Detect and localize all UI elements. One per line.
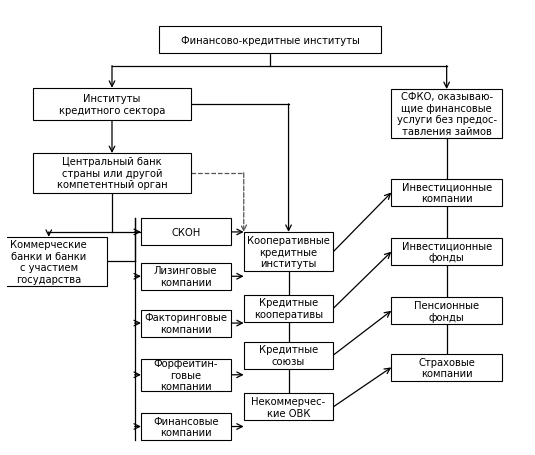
FancyBboxPatch shape (141, 413, 231, 440)
FancyBboxPatch shape (391, 354, 502, 381)
FancyBboxPatch shape (391, 298, 502, 324)
Text: Форфейтин-
говые
компании: Форфейтин- говые компании (154, 359, 218, 392)
Text: Инвестиционные
компании: Инвестиционные компании (402, 182, 492, 204)
FancyBboxPatch shape (244, 233, 333, 272)
FancyBboxPatch shape (391, 238, 502, 266)
Text: Центральный банк
страны или другой
компетентный орган: Центральный банк страны или другой компе… (57, 157, 167, 190)
FancyBboxPatch shape (141, 359, 231, 391)
FancyBboxPatch shape (0, 238, 106, 287)
Text: Институты
кредитного сектора: Институты кредитного сектора (59, 94, 165, 116)
Text: Некоммерчес-
кие ОВК: Некоммерчес- кие ОВК (251, 396, 326, 418)
Text: Кредитные
кооперативы: Кредитные кооперативы (254, 298, 323, 319)
Text: Инвестиционные
фонды: Инвестиционные фонды (402, 241, 492, 263)
FancyBboxPatch shape (141, 310, 231, 337)
FancyBboxPatch shape (33, 154, 191, 193)
FancyBboxPatch shape (244, 394, 333, 420)
Text: Факторинговые
компании: Факторинговые компании (144, 313, 227, 334)
FancyBboxPatch shape (141, 219, 231, 246)
Text: Кооперативные
кредитные
институты: Кооперативные кредитные институты (247, 236, 330, 268)
Text: СФКО, оказываю-
щие финансовые
услуги без предос-
тавления займов: СФКО, оказываю- щие финансовые услуги бе… (396, 92, 496, 137)
FancyBboxPatch shape (141, 263, 231, 290)
Text: Финансово-кредитные институты: Финансово-кредитные институты (181, 36, 360, 46)
FancyBboxPatch shape (244, 295, 333, 322)
Text: Коммерческие
банки и банки
с участием
государства: Коммерческие банки и банки с участием го… (10, 240, 87, 284)
Text: Лизинговые
компании: Лизинговые компании (154, 266, 218, 288)
Text: Страховые
компании: Страховые компании (418, 357, 475, 379)
FancyBboxPatch shape (391, 180, 502, 207)
Text: Кредитные
союзы: Кредитные союзы (259, 344, 318, 366)
Text: СКОН: СКОН (171, 228, 201, 238)
FancyBboxPatch shape (244, 342, 333, 369)
FancyBboxPatch shape (159, 27, 381, 54)
Text: Пенсионные
фонды: Пенсионные фонды (414, 300, 479, 322)
FancyBboxPatch shape (33, 89, 191, 121)
Text: Финансовые
компании: Финансовые компании (153, 416, 219, 437)
FancyBboxPatch shape (391, 90, 502, 139)
